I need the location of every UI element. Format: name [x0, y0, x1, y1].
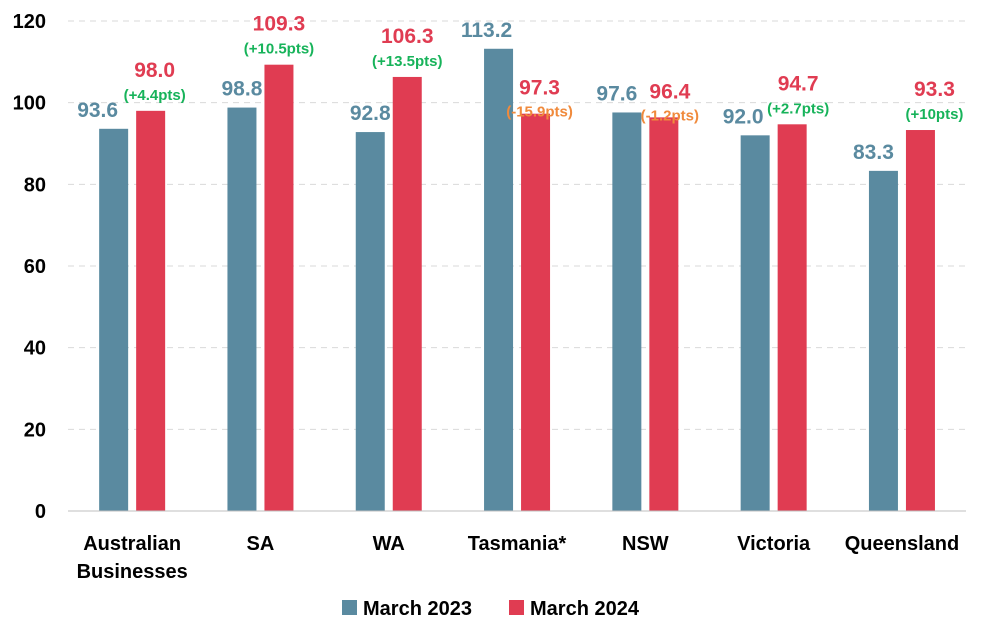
change-label: (+10pts) — [905, 106, 963, 123]
value-label-march-2024: 106.3 — [381, 25, 434, 48]
value-label-march-2024: 96.4 — [649, 80, 690, 103]
y-tick-label: 20 — [24, 419, 46, 441]
category-label: Victoria — [737, 533, 811, 555]
value-label-march-2024: 97.3 — [519, 77, 560, 100]
bar-march-2023 — [868, 170, 898, 511]
y-axis-ticks: 0 20 40 60 80 100 120 — [13, 11, 46, 523]
change-label: (+2.7pts) — [767, 100, 829, 117]
bar-march-2023 — [355, 132, 385, 512]
category-label: Businesses — [77, 561, 188, 583]
legend-swatch-march-2023 — [342, 600, 357, 615]
change-label: (-15.9pts) — [506, 104, 573, 121]
legend-swatch-march-2024 — [509, 600, 524, 615]
value-label-march-2023: 97.6 — [596, 82, 637, 105]
category-label: Australian — [83, 533, 181, 555]
legend: March 2023 March 2024 — [342, 598, 640, 620]
bar-march-2023 — [612, 112, 642, 511]
y-tick-label: 120 — [13, 11, 46, 33]
y-tick-label: 100 — [13, 93, 46, 115]
gridlines — [68, 20, 966, 430]
bar-march-2024 — [649, 117, 679, 511]
y-tick-label: 40 — [24, 338, 46, 360]
value-label-march-2024: 93.3 — [914, 78, 955, 101]
value-label-march-2024: 109.3 — [253, 13, 306, 36]
bar-march-2024 — [777, 124, 807, 511]
bar-march-2024 — [521, 113, 551, 512]
legend-label-march-2024: March 2024 — [530, 598, 640, 620]
bar-march-2023 — [484, 48, 514, 512]
change-label: (+13.5pts) — [372, 53, 442, 70]
x-axis-categories: Australian Businesses SA WA Tasmania* NSW Vict… — [77, 533, 960, 583]
category-label: NSW — [622, 533, 669, 555]
bar-march-2023 — [227, 107, 257, 512]
value-label-march-2023: 93.6 — [77, 99, 118, 122]
change-label: (+4.4pts) — [124, 87, 186, 104]
value-label-march-2024: 94.7 — [778, 72, 819, 95]
y-tick-label: 80 — [24, 174, 46, 196]
change-label: (-1.2pts) — [641, 107, 699, 124]
value-label-march-2023: 98.8 — [222, 78, 263, 101]
bars — [99, 48, 935, 512]
bar-march-2024 — [392, 76, 422, 512]
y-tick-label: 0 — [35, 501, 46, 523]
category-label: Queensland — [845, 533, 959, 555]
bar-march-2024 — [264, 64, 294, 512]
category-label: Tasmania* — [468, 533, 567, 555]
y-tick-label: 60 — [24, 256, 46, 278]
data-labels: 93.6 98.0 (+4.4pts) 98.8 109.3 (+10.5pts) 92.8… — [77, 13, 963, 164]
category-label: SA — [247, 533, 275, 555]
change-label: (+10.5pts) — [244, 41, 314, 58]
value-label-march-2024: 98.0 — [134, 59, 175, 82]
legend-label-march-2023: March 2023 — [363, 598, 472, 620]
value-label-march-2023: 83.3 — [853, 141, 894, 164]
value-label-march-2023: 92.8 — [350, 102, 391, 125]
bar-march-2023 — [740, 135, 770, 512]
value-label-march-2023: 92.0 — [723, 105, 764, 128]
category-label: WA — [373, 533, 405, 555]
bar-march-2024 — [905, 130, 935, 511]
value-label-march-2023: 113.2 — [461, 19, 512, 42]
bar-march-2024 — [136, 110, 166, 511]
bar-march-2023 — [99, 128, 129, 512]
